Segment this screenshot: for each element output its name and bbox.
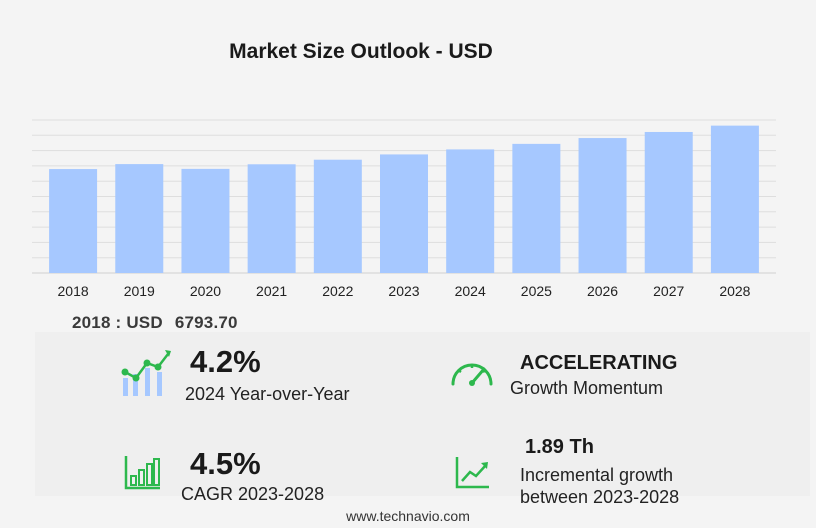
x-tick-2019: 2019 <box>124 283 155 299</box>
cagr-label: CAGR 2023-2028 <box>181 484 325 504</box>
x-tick-2018: 2018 <box>58 283 89 299</box>
bar-growth-icon <box>124 456 160 490</box>
x-tick-2026: 2026 <box>587 283 618 299</box>
x-tick-2028: 2028 <box>719 283 750 299</box>
chart-title: Market Size Outlook - USD <box>229 40 493 63</box>
bar-2021 <box>247 164 296 273</box>
bar-chart: 2018 2019 2020 2021 2022 2023 2024 2025 2026 2027… <box>32 119 776 299</box>
x-axis-tick-labels: 2018 2019 2020 2021 2022 2023 2024 2025 2026 2027… <box>58 283 751 299</box>
x-tick-2021: 2021 <box>256 283 287 299</box>
x-tick-2025: 2025 <box>521 283 552 299</box>
x-tick-2022: 2022 <box>322 283 353 299</box>
bar-2028 <box>710 125 759 273</box>
base-year-label: 2018 : USD <box>72 313 163 332</box>
momentum-value: ACCELERATING <box>520 352 678 374</box>
growth-chart-icon <box>121 350 171 396</box>
incremental-value: 1.89 Th <box>525 436 594 458</box>
speedometer-icon <box>451 363 493 386</box>
bar-2024 <box>446 149 495 273</box>
bar-2023 <box>380 154 428 273</box>
bar-2027 <box>644 131 693 273</box>
x-tick-2023: 2023 <box>388 283 419 299</box>
yoy-label: 2024 Year-over-Year <box>185 384 350 404</box>
base-year-number: 6793.70 <box>174 313 238 332</box>
x-tick-2024: 2024 <box>455 283 486 299</box>
bar-2022 <box>313 159 362 273</box>
footer-url: www.technavio.com <box>346 508 470 524</box>
chart-bars <box>49 125 759 273</box>
bar-2020 <box>181 168 230 273</box>
bar-2025 <box>512 143 561 273</box>
yoy-value: 4.2% <box>190 344 261 379</box>
momentum-label: Growth Momentum <box>510 378 664 398</box>
bar-2018 <box>49 169 98 273</box>
x-tick-2020: 2020 <box>190 283 221 299</box>
trend-up-icon <box>455 457 489 489</box>
cagr-value: 4.5% <box>190 446 261 481</box>
bar-2019 <box>115 164 164 273</box>
incremental-label-line2: between 2023-2028 <box>520 487 680 507</box>
x-tick-2027: 2027 <box>653 283 684 299</box>
base-year-value: 2018 : USD 6793.70 <box>72 313 238 333</box>
bar-2026 <box>578 138 627 273</box>
incremental-label-line1: Incremental growth <box>520 465 674 485</box>
